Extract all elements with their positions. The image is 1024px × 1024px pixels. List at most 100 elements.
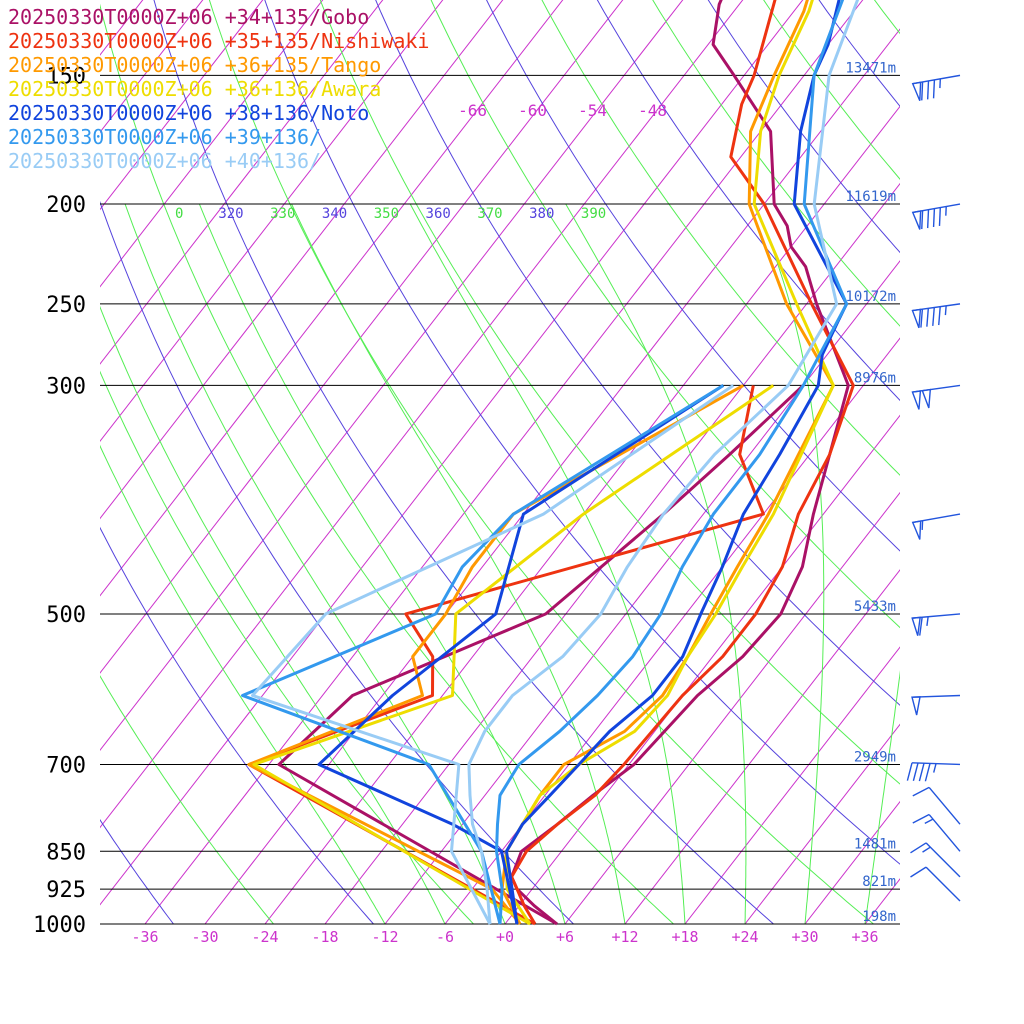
legend-entry: 20250330T0000Z+06 +36+136/Awara	[8, 77, 381, 101]
height-label: 8976m	[854, 370, 896, 386]
theta-label: 330	[270, 206, 295, 222]
pressure-label: 300	[46, 374, 86, 399]
isotherm-lines	[100, 0, 900, 924]
isotherm-line	[804, 800, 900, 924]
moist-adiabat-line	[100, 444, 386, 924]
wind-barb-feather	[924, 763, 931, 782]
wind-barb-feather	[906, 762, 913, 781]
wind-barb	[912, 813, 961, 852]
temperature-tick-label: +6	[556, 928, 574, 946]
height-label: 1481m	[854, 836, 896, 852]
wind-barb	[911, 613, 961, 636]
wind-barb-feather	[921, 210, 924, 230]
dry-adiabat-line	[319, 0, 900, 785]
wind-barb-half-feather	[926, 616, 929, 626]
dry-adiabat-line	[686, 0, 1024, 924]
wind-barb-pennant	[911, 81, 922, 102]
legend-entry: 20250330T0000Z+06 +40+136/	[8, 149, 321, 173]
height-label: 10172m	[845, 289, 896, 305]
dry-adiabat-line	[646, 0, 1024, 924]
sounding-series	[317, 0, 849, 925]
wind-barb-pennant	[911, 308, 922, 329]
temperature-tick-label: +12	[611, 928, 638, 946]
pressure-label: 850	[46, 840, 86, 865]
dry-adiabat-line	[100, 526, 374, 924]
wind-barb	[911, 384, 961, 410]
isotherm-line	[624, 569, 900, 924]
wind-barb-staff	[928, 786, 961, 825]
pressure-label: 150	[46, 64, 86, 89]
temperature-profile-line	[505, 0, 849, 925]
wind-barb-feather	[926, 308, 930, 327]
dry-adiabat-line	[486, 0, 900, 552]
pressure-label: 700	[46, 753, 86, 778]
wind-barb	[910, 866, 961, 902]
wind-barb-feather	[938, 207, 942, 226]
isotherm-line	[100, 0, 684, 752]
isotherm-line	[100, 0, 804, 906]
top-temperature-labels: -66 -60 -54 -48	[458, 101, 667, 120]
sounding-series	[252, 0, 835, 926]
moist-adiabat-line	[864, 670, 900, 924]
wind-barb-feather	[912, 813, 930, 824]
isotherm-line	[444, 337, 900, 924]
dewpoint-profile-line	[317, 384, 725, 925]
dry-adiabat-line	[100, 819, 174, 924]
wind-barbs	[906, 74, 961, 902]
pressure-labels: 1001502002503005007008509251000	[33, 64, 86, 938]
temperature-profile-line	[505, 0, 835, 925]
top-temperature-label: -54	[578, 101, 607, 120]
pressure-label: 200	[46, 193, 86, 218]
legend-entry: 20250330T0000Z+06 +38+136/Noto	[8, 101, 369, 125]
pressure-label: 1000	[33, 913, 86, 938]
legend-entry: 20250330T0000Z+06 +39+136/	[8, 125, 321, 149]
temperature-tick-label: +0	[496, 928, 514, 946]
wind-barb-feather	[919, 617, 923, 636]
sounding-profiles	[241, 0, 860, 926]
temperature-tick-label: +30	[791, 928, 818, 946]
temperature-tick-label: -12	[371, 928, 398, 946]
theta-label: 370	[477, 206, 502, 222]
sounding-series	[251, 0, 860, 925]
height-label: 11619m	[845, 189, 896, 205]
theta-label: 0	[175, 206, 183, 222]
wind-barb	[912, 786, 961, 825]
moist-adiabat-line	[124, 203, 506, 924]
wind-barb	[911, 203, 961, 230]
temperature-tick-label: -18	[311, 928, 338, 946]
theta-label: 320	[218, 206, 243, 222]
legend-entry: 20250330T0000Z+06 +35+135/Nishiwaki	[8, 29, 429, 53]
pressure-label: 925	[46, 878, 86, 903]
theta-label: 380	[529, 206, 554, 222]
moist-adiabat-line	[754, 203, 825, 924]
isotherm-line	[264, 105, 900, 924]
isotherm-line	[504, 414, 900, 924]
wind-barb-pennant	[911, 696, 921, 716]
temperature-profile-line	[495, 0, 849, 925]
wind-barb-feather	[921, 81, 924, 101]
top-temperature-label: -66	[458, 101, 487, 120]
isotherm-line	[384, 260, 900, 924]
wind-barb-pennant	[911, 520, 922, 540]
wind-barb	[911, 694, 961, 716]
legend-entry: 20250330T0000Z+06 +36+135/Tango	[8, 53, 381, 77]
wind-barb-feather	[920, 309, 924, 328]
height-label: 198m	[862, 909, 896, 925]
isotherm-line	[204, 28, 900, 924]
dry-adiabat-line	[596, 0, 900, 402]
dry-adiabat-line	[100, 675, 274, 924]
wind-barb-feather	[910, 866, 927, 878]
dewpoint-profile-line	[241, 384, 725, 925]
wind-barb-feather	[926, 80, 930, 100]
legend: 20250330T0000Z+06 +34+135/Gobo20250330T0…	[8, 5, 429, 173]
wind-barb-feather	[910, 842, 927, 854]
wind-barb-pennant	[921, 388, 932, 409]
theta-labels: 0 320 330 340 350 360 370 380 390	[175, 206, 606, 222]
wind-barb	[911, 303, 961, 329]
wind-barb-half-feather	[922, 846, 931, 853]
moist-adiabat-line	[409, 203, 686, 924]
temperature-tick-label: -30	[191, 928, 218, 946]
dewpoint-profile-line	[277, 384, 805, 926]
sounding-series	[277, 0, 850, 926]
